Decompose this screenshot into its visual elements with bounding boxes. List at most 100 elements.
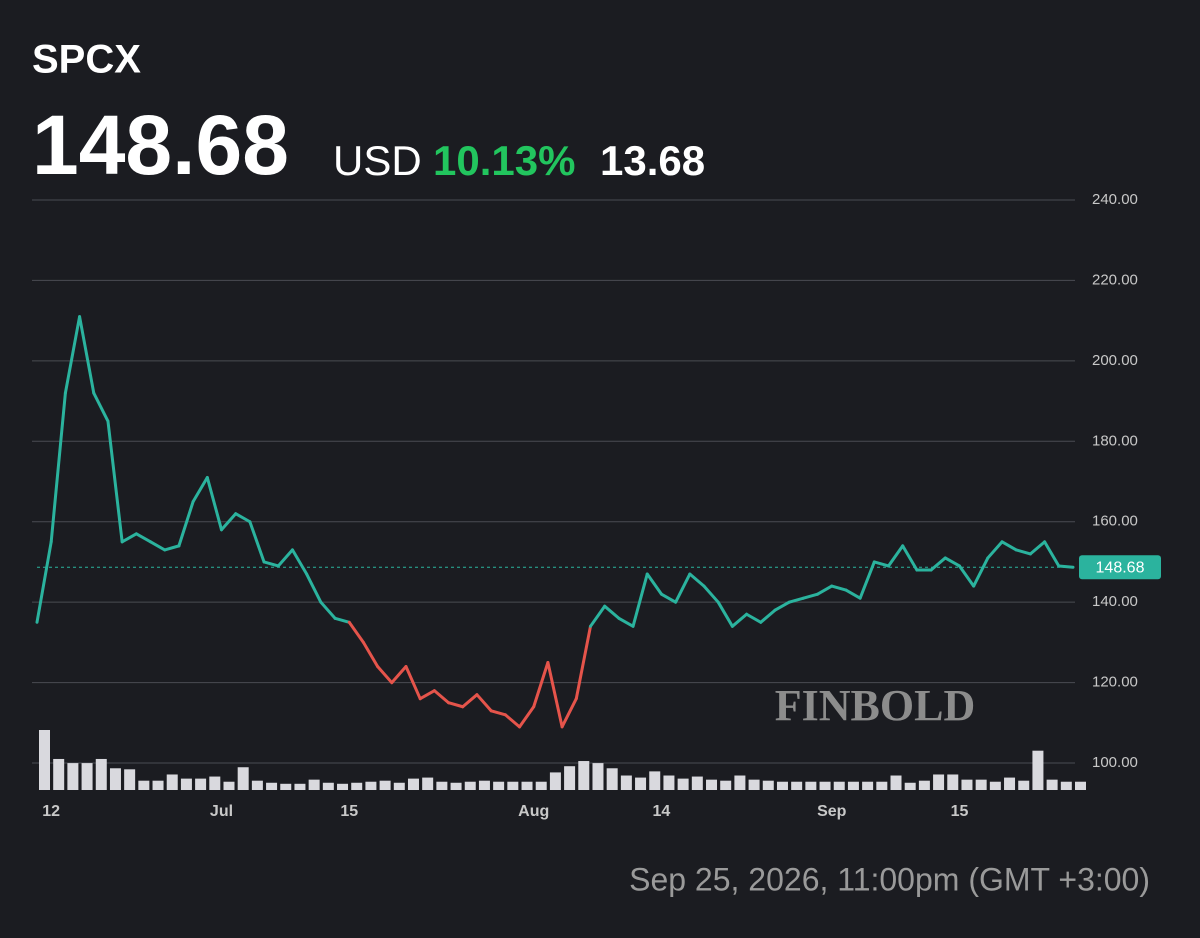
- price-line-segment: [376, 665, 394, 685]
- volume-bar: [109, 768, 121, 790]
- price-line-segment: [844, 588, 862, 600]
- price-line-segment: [901, 544, 919, 572]
- volume-bar: [493, 781, 505, 790]
- volume-bar: [989, 781, 1001, 790]
- volume-bar: [351, 782, 363, 790]
- volume-bar: [578, 761, 590, 790]
- price-line-segment: [929, 556, 947, 572]
- volume-bar: [436, 781, 448, 790]
- volume-bar: [549, 772, 561, 790]
- volume-bar: [237, 767, 249, 790]
- price-line-segment: [418, 689, 436, 701]
- price-line-segment: [659, 592, 678, 604]
- price-line-segment: [92, 391, 110, 423]
- price-line-segment: [716, 600, 734, 628]
- last-price-label: 148.68: [1096, 559, 1145, 576]
- volume-bar: [95, 758, 107, 790]
- price-line-segment: [972, 556, 990, 588]
- volume-bar: [195, 778, 207, 790]
- price-line-segment: [858, 560, 876, 600]
- volume-bar: [124, 769, 136, 790]
- volume-bar: [734, 775, 746, 790]
- price-line-segment: [134, 532, 153, 544]
- watermark: FINBOLD: [775, 681, 975, 730]
- volume-bar: [1004, 777, 1016, 790]
- volume-bar: [81, 763, 93, 790]
- price-line-segment: [205, 476, 223, 532]
- price-line-segment: [887, 544, 905, 568]
- volume-bar: [833, 781, 845, 790]
- change: 13.68: [600, 137, 705, 184]
- price-line-segment: [347, 620, 365, 644]
- currency: USD: [333, 137, 422, 184]
- price-line-segment: [816, 584, 834, 596]
- volume-bar: [1046, 779, 1058, 790]
- volume-bar: [819, 781, 831, 790]
- price-line-segment: [574, 624, 592, 701]
- price-line-segment: [333, 616, 351, 624]
- price-line-segment: [546, 661, 564, 729]
- volume-bar: [1060, 781, 1072, 790]
- volume-bar: [975, 779, 987, 790]
- y-tick-label: 220.00: [1092, 271, 1138, 288]
- x-tick-label: Jul: [210, 803, 233, 820]
- volume-bar: [294, 783, 306, 790]
- price-line-segment: [986, 540, 1004, 560]
- price-line-segment: [588, 604, 607, 628]
- y-tick-label: 240.00: [1092, 191, 1138, 208]
- y-tick-label: 180.00: [1092, 432, 1138, 449]
- volume-bar: [322, 782, 334, 790]
- y-tick-label: 120.00: [1092, 674, 1138, 691]
- price-line-segment: [361, 640, 380, 669]
- volume-bar: [67, 763, 79, 790]
- volume-bar: [748, 779, 760, 790]
- volume-bar: [592, 763, 604, 790]
- y-tick-label: 100.00: [1092, 754, 1138, 771]
- y-tick-label: 200.00: [1092, 352, 1138, 369]
- price: 148.68: [32, 98, 289, 192]
- price-line-segment: [120, 532, 138, 544]
- volume-bar: [862, 781, 874, 790]
- price-line-segment: [319, 600, 337, 620]
- volume-bar: [947, 774, 959, 790]
- volume-bar: [606, 768, 618, 790]
- volume-bar: [337, 783, 349, 790]
- volume-bar: [720, 780, 732, 790]
- x-tick-label: 15: [340, 803, 358, 820]
- volume-bar: [266, 782, 278, 790]
- price-line-segment: [447, 701, 465, 709]
- x-tick-label: Aug: [518, 803, 549, 820]
- price-line-segment: [560, 697, 578, 729]
- price-line-segment: [645, 572, 663, 596]
- price-line-segment: [305, 572, 323, 604]
- price-line-segment: [957, 564, 976, 588]
- volume-bar: [691, 776, 703, 790]
- price-line-segment: [49, 391, 67, 544]
- price-line-segment: [276, 548, 294, 568]
- price-line-segment: [702, 584, 720, 604]
- price-line-segment: [617, 616, 635, 628]
- x-tick-label: 14: [653, 803, 671, 820]
- price-line-segment: [943, 556, 961, 568]
- volume-bar: [251, 780, 263, 790]
- price-line-segment: [163, 544, 181, 552]
- volume-bar: [890, 775, 902, 790]
- change-pct: 10.13%: [433, 137, 575, 184]
- price-line-segment: [390, 665, 408, 685]
- volume-bar: [138, 780, 150, 790]
- volume-bar: [521, 781, 533, 790]
- price-line-segment: [603, 604, 621, 620]
- volume-bar: [1032, 750, 1044, 790]
- volume-bar: [847, 781, 859, 790]
- volume-bar: [649, 771, 661, 790]
- y-tick-label: 140.00: [1092, 593, 1138, 610]
- volume-bar: [407, 778, 419, 790]
- price-line-segment: [177, 500, 195, 548]
- volume-bar: [620, 775, 632, 790]
- price-line-segment: [432, 689, 451, 705]
- price-line-segment: [219, 512, 238, 532]
- volume-bar: [933, 774, 945, 790]
- price-line-segment: [1028, 540, 1047, 556]
- price-line-segment: [1043, 540, 1061, 568]
